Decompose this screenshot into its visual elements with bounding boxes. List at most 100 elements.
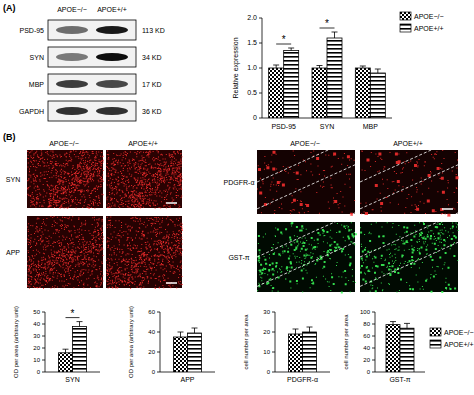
panel-label: (B) xyxy=(3,132,16,142)
blot-band xyxy=(96,53,128,61)
bar xyxy=(188,333,202,372)
y-tick xyxy=(272,372,275,373)
image-texture xyxy=(27,216,104,289)
y-tick-label: 0.5 xyxy=(247,89,257,96)
micrograph xyxy=(106,216,183,289)
image-background xyxy=(360,150,458,214)
blot-column-label: APOE+/+ xyxy=(97,6,127,13)
y-tick xyxy=(259,68,262,69)
y-tick xyxy=(42,324,45,325)
image-column-label: APOE+/+ xyxy=(393,140,423,147)
blot-size-label: 34 KD xyxy=(142,54,161,61)
blot-row-label: SYN xyxy=(30,54,44,61)
category-label: MBP xyxy=(363,123,379,130)
y-axis-label: cell number per area xyxy=(343,314,349,370)
error-bar xyxy=(273,65,279,68)
region-line xyxy=(360,138,458,182)
y-tick xyxy=(259,43,262,44)
image-background xyxy=(27,216,103,288)
y-tick xyxy=(157,332,160,333)
y-axis-label: cell number per area xyxy=(243,314,249,370)
y-tick-label: 20 xyxy=(363,357,370,363)
legend-swatch xyxy=(430,340,441,348)
bar-chart: 0204060OD per area (arbitrary unit)APP xyxy=(128,306,215,383)
bar xyxy=(327,38,342,118)
marks xyxy=(269,32,386,118)
error-bar xyxy=(307,327,313,332)
bar-chart: 020406080100cell number per areaGST-πAPO… xyxy=(343,309,474,383)
marks xyxy=(289,327,317,372)
bar xyxy=(400,328,414,372)
blot-size-label: 17 KD xyxy=(142,81,161,88)
image-column-label: APOE+/+ xyxy=(128,140,158,147)
error-bar xyxy=(332,32,338,38)
image-background xyxy=(27,150,103,208)
bar xyxy=(269,68,284,118)
bar xyxy=(386,325,400,372)
error-bar xyxy=(178,332,184,337)
y-tick-label: 2.0 xyxy=(247,14,257,21)
category-label: PSD-95 xyxy=(271,123,296,130)
y-tick-label: 0 xyxy=(367,369,371,375)
scale-bar xyxy=(442,208,453,210)
image-row-label: GST-π xyxy=(228,254,249,261)
blot-row-label: PSD-95 xyxy=(19,27,44,34)
image-background xyxy=(106,150,182,208)
y-tick xyxy=(157,312,160,313)
micrograph xyxy=(360,138,459,217)
legend-swatch xyxy=(400,24,411,32)
bar xyxy=(303,332,317,372)
bar xyxy=(370,73,385,118)
blot-band xyxy=(96,26,128,34)
error-bar xyxy=(63,349,69,353)
region-line xyxy=(360,213,458,257)
panel-label: (A) xyxy=(3,3,16,13)
error-bar xyxy=(288,48,294,51)
image-row-label: APP xyxy=(6,249,20,256)
blot-size-label: 36 KD xyxy=(142,108,161,115)
error-bar xyxy=(404,323,410,328)
region-line xyxy=(360,165,458,209)
legend-label: APOE−/− xyxy=(444,329,474,336)
error-bar xyxy=(293,329,299,334)
category-label: GST-π xyxy=(389,376,410,383)
error-bar xyxy=(77,322,83,327)
bar xyxy=(73,326,87,372)
error-bar xyxy=(317,66,323,69)
micrograph xyxy=(106,150,183,209)
region-line xyxy=(360,242,458,286)
blot-column-label: APOE−/− xyxy=(57,6,87,13)
blot-row-label: GAPDH xyxy=(19,108,44,115)
micrograph xyxy=(27,216,104,289)
blot-band xyxy=(56,53,88,61)
y-tick xyxy=(42,336,45,337)
y-tick-label: 50 xyxy=(33,309,40,315)
significance-label: * xyxy=(71,308,75,319)
legend-label: APOE+/+ xyxy=(414,25,444,32)
y-tick-label: 20 xyxy=(263,329,270,335)
y-tick-label: 1.0 xyxy=(247,64,257,71)
blot-frame xyxy=(48,74,136,94)
image-column-label: APOE−/− xyxy=(49,140,79,147)
image-texture xyxy=(257,222,357,293)
blot-band xyxy=(96,80,128,88)
y-tick-label: 60 xyxy=(363,333,370,339)
blot-band xyxy=(56,107,88,115)
region-line xyxy=(257,213,355,257)
y-tick xyxy=(259,93,262,94)
blot-frame xyxy=(48,20,136,40)
image-texture xyxy=(360,222,459,293)
y-tick-label: 0 xyxy=(152,369,156,375)
marks xyxy=(59,322,87,372)
y-axis xyxy=(45,312,46,372)
y-tick-label: 100 xyxy=(360,309,371,315)
y-tick-label: 40 xyxy=(363,345,370,351)
category-label: SYN xyxy=(65,376,79,383)
legend-swatch xyxy=(430,328,441,336)
y-axis xyxy=(160,312,161,372)
y-axis-label: Relative expression xyxy=(232,37,240,98)
bar-chart: 00.51.01.52.0Relative expressionPSD-95*S… xyxy=(232,12,444,130)
significance-label: * xyxy=(325,18,329,29)
y-tick xyxy=(372,348,375,349)
bar xyxy=(284,51,299,119)
